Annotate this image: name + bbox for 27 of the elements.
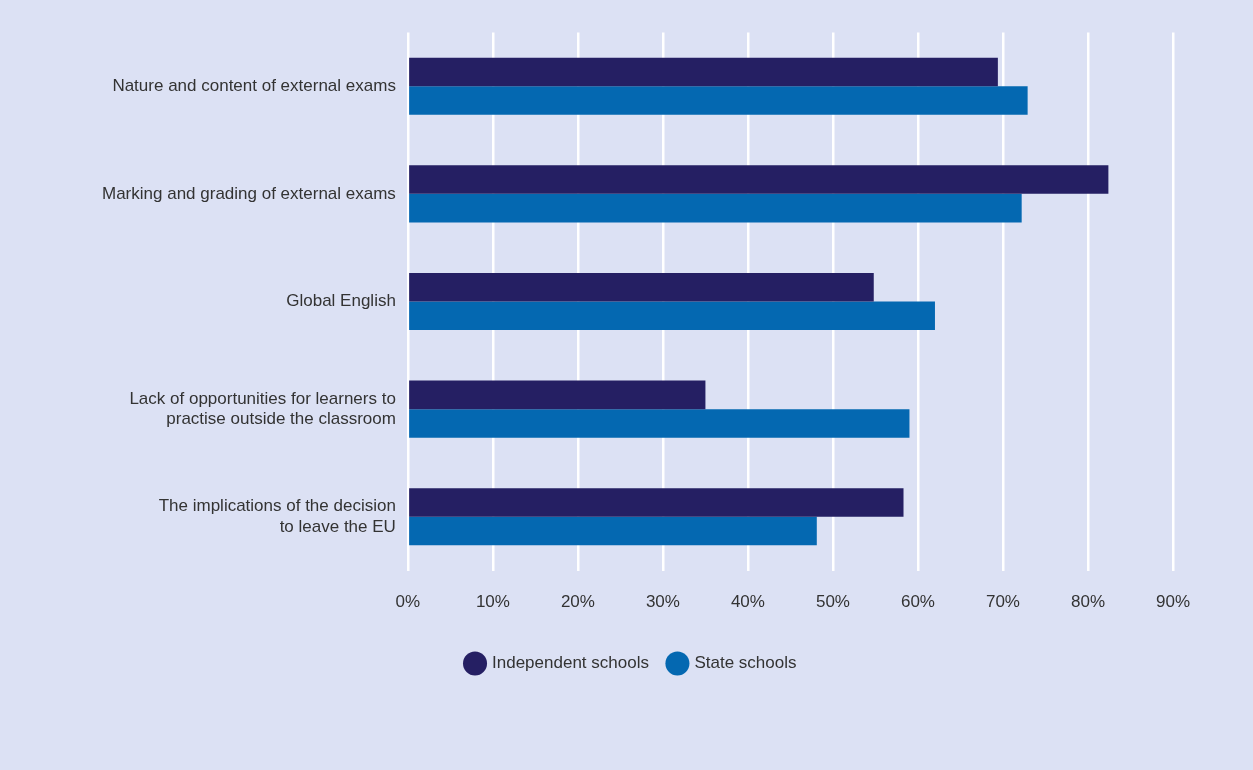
x-tick-label: 90% — [1155, 592, 1191, 612]
y-tick-label: Marking and grading of external exams — [101, 183, 396, 203]
bar — [409, 488, 904, 517]
y-tick-label: Lack of opportunities for learners to practise outside the classroom — [129, 388, 396, 429]
bar — [409, 516, 817, 546]
bar — [409, 301, 935, 331]
bar — [409, 380, 706, 410]
y-tick-label: Nature and content of external exams — [112, 75, 396, 95]
bar — [409, 57, 998, 87]
bar — [409, 409, 910, 438]
bar — [409, 193, 1022, 223]
x-tick-label: 10% — [475, 592, 510, 612]
y-tick-label: Global English — [286, 291, 396, 311]
bar — [409, 86, 1028, 115]
x-tick-label: 30% — [645, 592, 680, 612]
legend-label: Independent schools — [492, 653, 649, 673]
x-tick-label: 0% — [395, 592, 421, 612]
x-tick-label: 50% — [815, 592, 850, 612]
bar — [409, 165, 1109, 194]
x-tick-label: 60% — [900, 592, 935, 612]
legend-label: State schools — [694, 653, 797, 673]
x-tick-label: 40% — [730, 592, 765, 612]
x-tick-label: 80% — [1070, 592, 1105, 612]
bar — [409, 272, 874, 302]
y-tick-label: The implications of the decision to leave the EU — [158, 496, 396, 536]
x-tick-label: 70% — [985, 592, 1020, 612]
x-tick-label: 20% — [560, 592, 595, 612]
